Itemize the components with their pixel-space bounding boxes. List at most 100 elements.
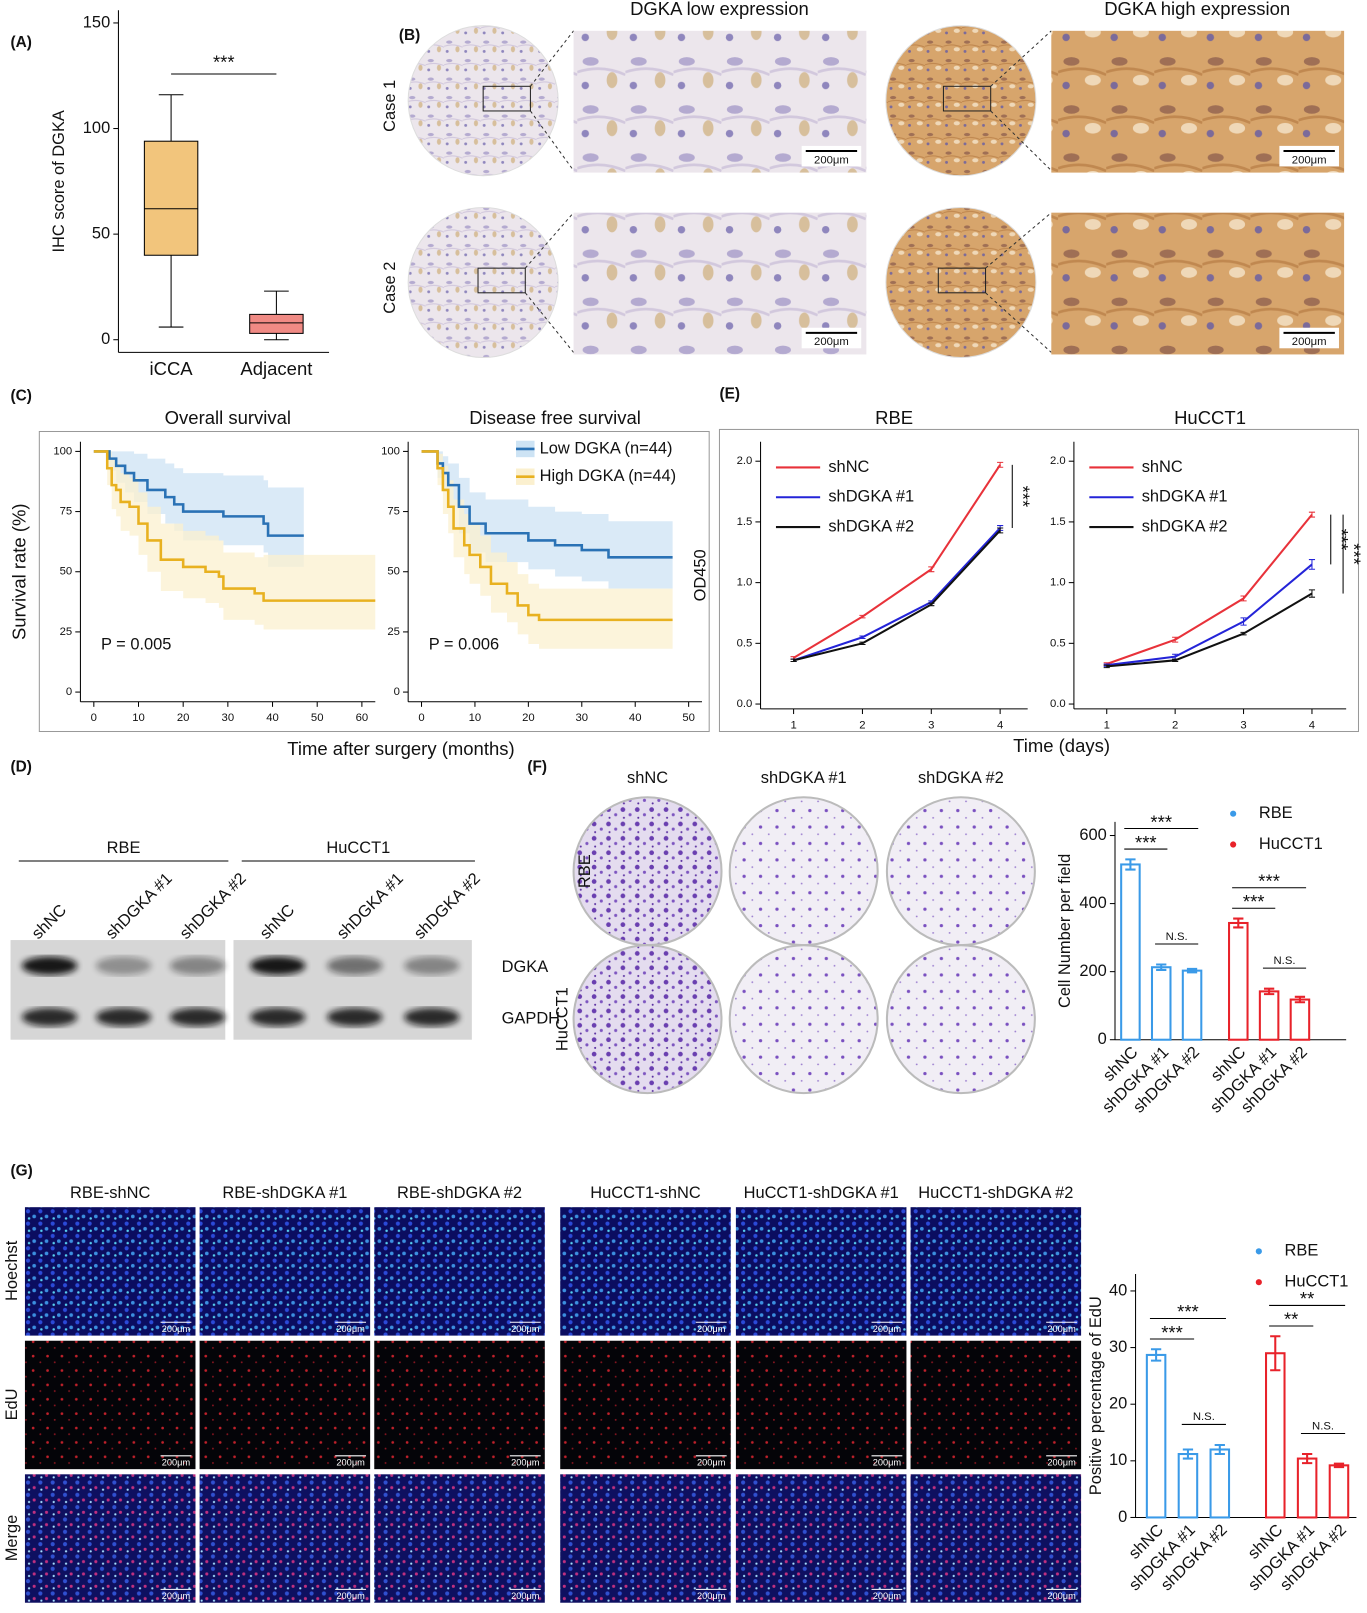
colony-dish	[572, 944, 723, 1095]
line	[1106, 513, 1313, 665]
annotation: P = 0.005	[101, 636, 171, 654]
bar	[1209, 1448, 1231, 1519]
row-label: Case 1	[381, 80, 399, 132]
scale-bar-label: 200μm	[697, 1324, 726, 1334]
significance-label: ***	[1177, 1301, 1199, 1322]
significance-label: N.S.	[1166, 931, 1188, 943]
error-bar	[1172, 636, 1179, 643]
line	[1106, 592, 1313, 668]
significance-label: ***	[1150, 811, 1172, 832]
micrograph	[560, 1340, 731, 1470]
lane-label: shDGKA #1	[334, 869, 407, 942]
legend-label: RBE	[1259, 804, 1293, 822]
legend-label: RBE	[1285, 1242, 1319, 1260]
row-label: RBE	[576, 854, 594, 888]
annotation: P = 0.006	[429, 636, 499, 654]
bar	[1328, 1464, 1350, 1519]
inset-box	[937, 267, 987, 294]
row-label: Hoechst	[3, 1240, 21, 1301]
y-tick-label: 150	[83, 13, 110, 31]
x-tick-label: 4	[1309, 719, 1315, 731]
band	[169, 1007, 226, 1027]
y-tick-label: 50	[387, 566, 400, 578]
scale-bar-label: 200μm	[162, 1324, 191, 1334]
band	[249, 1007, 306, 1027]
zoom-line	[990, 110, 1052, 171]
band	[21, 956, 78, 975]
chart-title: Disease free survival	[469, 407, 641, 428]
tma-core	[885, 207, 1037, 359]
micrograph	[910, 1207, 1082, 1336]
scale-bar-label: 200μm	[511, 1591, 540, 1601]
x-tick-label: 50	[311, 712, 324, 724]
micrograph	[735, 1340, 907, 1470]
row-label: HuCCT1	[554, 987, 572, 1051]
y-tick-label: 0.0	[1050, 698, 1066, 710]
band	[404, 1007, 460, 1027]
x-tick-label: 4	[997, 719, 1003, 731]
legend-marker	[1230, 810, 1237, 817]
y-tick-label: 100	[53, 445, 72, 457]
panel-label: (E)	[719, 386, 740, 403]
zoom-line	[524, 292, 574, 353]
x-tick-label: 20	[177, 712, 190, 724]
y-tick-label: 25	[387, 626, 400, 638]
error-bar	[1240, 631, 1247, 636]
x-tick-label: Adjacent	[240, 358, 312, 379]
legend-marker	[1255, 1279, 1262, 1286]
y-tick-label: 100	[381, 445, 400, 457]
legend-marker	[1255, 1248, 1262, 1255]
significance-label: N.S.	[1312, 1420, 1334, 1432]
error-bar	[1294, 995, 1306, 1004]
legend-label: Low DGKA (n=44)	[540, 439, 673, 457]
line	[1106, 563, 1313, 667]
panel-c-frame	[38, 430, 710, 733]
error-bar	[1214, 1443, 1225, 1456]
legend-label: shDGKA #2	[828, 517, 914, 535]
band	[95, 956, 152, 975]
significance-label: ***	[1135, 832, 1157, 853]
bar	[1145, 1353, 1167, 1519]
y-tick-label: 0	[101, 330, 110, 348]
survival-curve	[421, 450, 673, 622]
y-tick-label: 20	[1109, 1395, 1127, 1413]
micrograph	[910, 1340, 1082, 1470]
scale-bar-label: 200μm	[511, 1457, 540, 1467]
legend-label: shDGKA #1	[1142, 488, 1228, 506]
micrograph	[735, 1474, 907, 1603]
y-axis-label: OD450	[691, 549, 709, 601]
inset-box	[482, 85, 531, 112]
error-bar	[859, 641, 866, 646]
confidence-band	[421, 451, 673, 589]
column-title: DGKA low expression	[630, 0, 809, 19]
x-tick-label: 20	[522, 712, 535, 724]
error-bar	[790, 658, 797, 663]
x-tick-label: 40	[629, 712, 642, 724]
colony-dish	[728, 796, 879, 947]
box	[249, 313, 304, 334]
column-title: shDGKA #2	[918, 769, 1004, 787]
box	[143, 140, 199, 256]
y-tick-label: 600	[1079, 826, 1106, 844]
y-tick-label: 50	[92, 224, 110, 242]
x-tick-label: 50	[682, 712, 695, 724]
y-tick-label: 0	[1098, 1030, 1107, 1048]
y-tick-label: 50	[60, 566, 73, 578]
x-axis-label: Time after surgery (months)	[287, 738, 514, 759]
lane-label: shNC	[28, 901, 70, 943]
y-tick-label: 0	[66, 686, 72, 698]
error-bar	[1301, 1453, 1313, 1465]
scale-bar-label: 200μm	[873, 1457, 902, 1467]
error-bar	[928, 602, 935, 607]
colony-dish	[572, 796, 723, 947]
row-label: Case 2	[381, 262, 399, 314]
scale-bar-label: 200μm	[873, 1591, 902, 1601]
legend-label: shDGKA #2	[1142, 517, 1228, 535]
legend-label: HuCCT1	[1285, 1273, 1349, 1291]
micrograph	[560, 1207, 731, 1336]
band	[326, 1007, 383, 1027]
significance-label: **	[1300, 1288, 1314, 1309]
significance-label: ***	[213, 52, 235, 73]
y-tick-label: 200	[1079, 962, 1106, 980]
